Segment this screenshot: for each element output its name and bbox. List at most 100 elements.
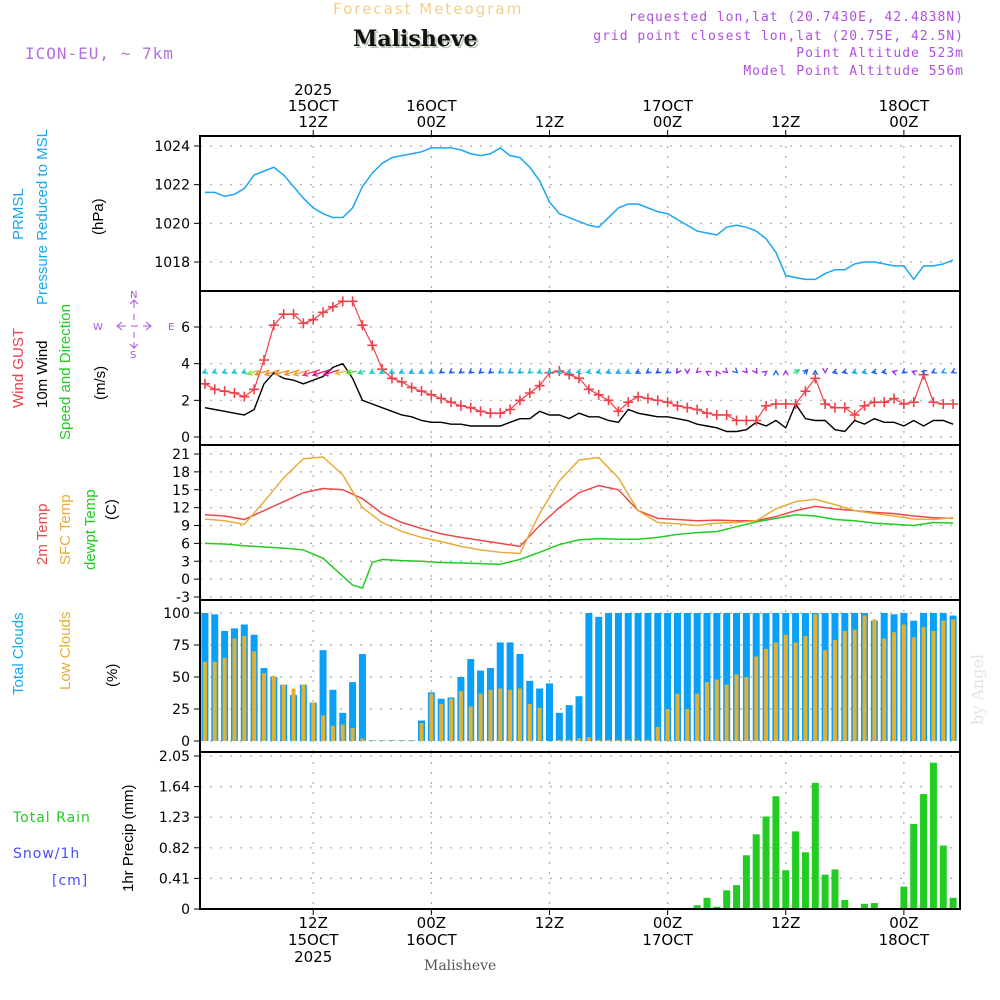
ytick-label: 50 [172,670,190,686]
temp-line-dewpt-temp [204,514,954,589]
gust-marker [623,397,634,408]
wind-arrow [772,369,779,376]
wind-arrow [861,368,868,375]
total-cloud-bar [723,613,731,741]
gust-marker [642,393,653,404]
low-cloud-bar [813,614,818,741]
compass-e: E [168,322,174,333]
wind-arrow [742,367,748,374]
gust-marker [879,397,890,408]
wind-arrow [368,368,376,374]
wind-arrow [684,368,691,375]
low-cloud-bar [704,682,709,741]
wind-arrow [546,368,553,375]
ytick-label: 9 [181,519,190,535]
ytick-label: 6 [181,320,190,336]
model-point-altitude: Model Point Altitude 556m [743,64,964,79]
gust-marker [406,382,417,393]
gust-marker [839,402,850,413]
low-cloud-bar [478,693,483,741]
wind-arrow [722,367,729,374]
ytick-label: 0.41 [159,871,190,887]
gust-marker [603,395,614,406]
gust-marker [849,410,860,420]
footer-location: Malisheve [424,958,497,974]
wind-arrow [345,369,357,376]
grid-point: grid point closest lon,lat (20.75E, 42.5… [593,29,964,44]
total-cloud-bar [467,659,475,741]
gust-marker [948,399,959,409]
low-cloud-bar [360,738,365,741]
gust-marker [278,309,289,320]
low-cloud-bar [596,739,601,741]
wind-arrow [822,367,829,374]
model-label: ICON-EU, ~ 7km [25,44,174,63]
precip-label-snow-unit: [cm] [52,873,89,889]
low-cloud-bar [567,739,572,741]
ytick-label: 2 [181,393,190,409]
low-cloud-bar [901,624,906,741]
bottom-time-label: 18OCT [879,931,930,949]
gust-marker [505,404,516,415]
ytick-label: 1024 [154,139,190,155]
wind-arrow [595,368,602,375]
low-cloud-bar [419,723,424,741]
low-cloud-bar [577,738,582,741]
wind-arrow [311,369,330,377]
point-altitude: Point Altitude 523m [796,46,964,61]
low-cloud-bar [636,739,641,741]
wind-arrow [930,368,938,374]
ytick-label: -3 [176,590,190,606]
low-cloud-bar [311,702,316,741]
gust-marker [209,384,220,395]
gust-marker [800,386,811,397]
low-cloud-bar [429,693,434,741]
total-cloud-bar [329,689,337,741]
low-cloud-bar [783,634,788,741]
gust-marker [574,373,585,384]
ytick-label: 15 [172,483,190,499]
top-time-label: 00Z [653,113,682,131]
low-cloud-bar [488,689,493,741]
wind-arrow [468,368,475,374]
gust-marker [446,397,457,408]
gust-marker [741,415,752,426]
gust-marker [633,391,644,402]
rain-bar [792,831,800,909]
wind-arrow [418,368,425,374]
ytick-label: 100 [163,606,190,622]
panel-temperature: -3 0 3 69 12 15 18 21 [172,445,960,606]
wind-arrow [507,368,514,374]
panel-precip: 0 0.41 0.82 1.23 1.64 2.05 [159,749,960,918]
gust-marker [928,397,939,408]
gust-marker [898,399,909,409]
panel-frame-precip [199,751,961,910]
bottom-time-label: 2025 [294,948,332,966]
gust-marker [692,404,703,415]
total-cloud-bar [378,740,386,741]
bottom-time-label: 12Z [771,914,800,932]
gust-marker [386,373,397,384]
rain-bar [762,816,770,909]
wind-arrow [675,367,682,375]
low-cloud-bar [882,638,887,741]
gust-marker [318,307,329,318]
wind-arrow [438,368,445,374]
total-cloud-bar [624,613,632,741]
gust-marker [258,355,269,365]
gust-marker [534,380,545,391]
gust-marker [229,388,240,398]
ytick-label: 1020 [154,216,190,232]
gust-marker [219,386,230,397]
top-time-label: 00Z [417,113,446,131]
ytick-label: 4 [181,357,190,373]
low-cloud-bar [754,656,759,741]
rain-bar [841,900,849,909]
low-cloud-bar [842,630,847,741]
low-cloud-bar [498,688,503,741]
wind-arrow [732,367,739,374]
top-time-label: 18OCT [879,97,930,115]
rain-bar [939,845,947,909]
pressure-line [204,147,954,281]
ytick-label: 0.82 [159,841,190,857]
